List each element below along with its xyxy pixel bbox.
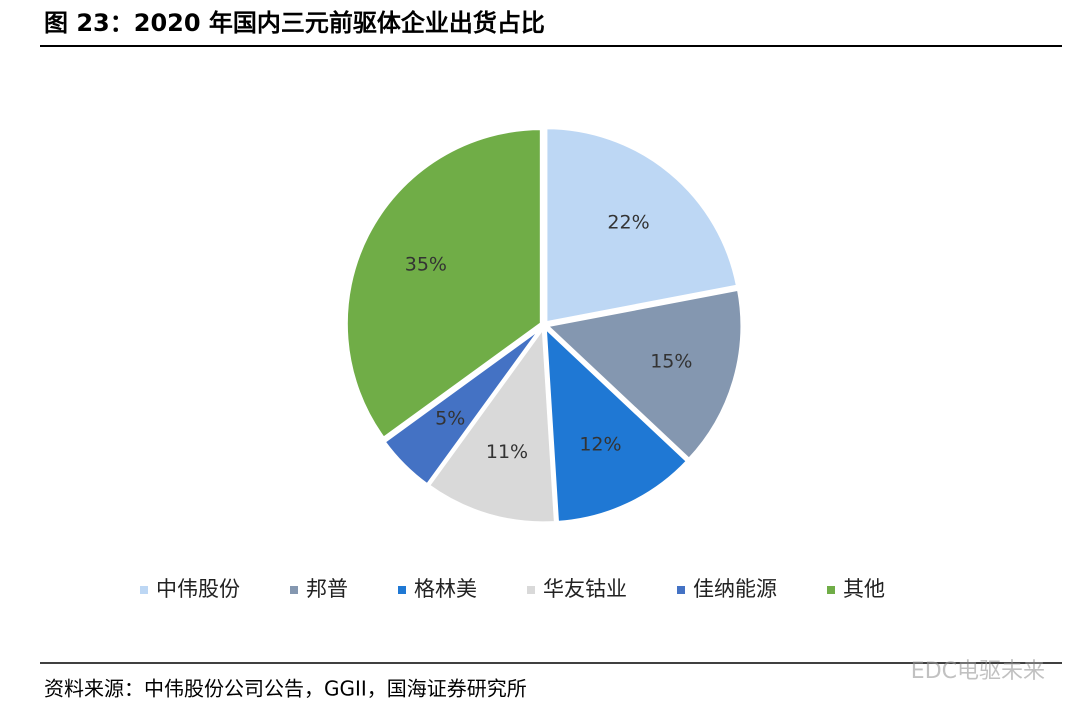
legend-label: 中伟股份 [156,577,240,601]
pie-slice [543,287,744,462]
pie-slice [382,325,544,487]
pie-slice [426,323,557,525]
legend-marker [827,586,835,594]
legend-marker [290,586,298,594]
data-label: 5% [435,407,465,429]
data-label: 11% [486,441,528,463]
pie-slice [344,127,543,441]
data-label: 15% [650,350,692,372]
legend-marker [527,586,535,594]
legend-label: 邦普 [306,577,348,601]
pie-slice [543,324,690,524]
chart-title: 图 23：2020 年国内三元前驱体企业出货占比 [44,9,545,37]
source-note: 资料来源：中伟股份公司公告，GGII，国海证券研究所 [44,677,527,701]
legend-marker [398,586,406,594]
legend-label: 其他 [843,577,885,601]
pie-slice [544,126,740,325]
data-label: 35% [405,253,447,275]
legend-label: 格林美 [414,577,477,601]
legend-marker [677,586,685,594]
legend-label: 华友钴业 [543,577,627,601]
data-label: 12% [579,433,621,455]
legend-marker [140,586,148,594]
data-label: 22% [607,211,649,233]
watermark: EDC电驱未来 [911,659,1045,684]
legend-label: 佳纳能源 [693,577,777,601]
